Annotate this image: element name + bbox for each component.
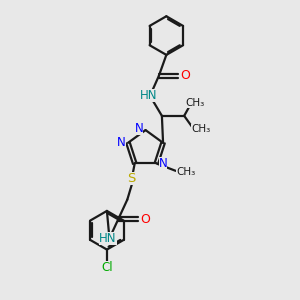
Text: S: S bbox=[128, 172, 136, 185]
Text: Cl: Cl bbox=[101, 262, 113, 275]
Text: CH₃: CH₃ bbox=[186, 98, 205, 108]
Text: N: N bbox=[117, 136, 126, 149]
Text: HN: HN bbox=[140, 89, 157, 102]
Text: CH₃: CH₃ bbox=[191, 124, 210, 134]
Text: O: O bbox=[140, 212, 150, 226]
Text: O: O bbox=[181, 69, 190, 82]
Text: HN: HN bbox=[99, 232, 117, 245]
Text: CH₃: CH₃ bbox=[176, 167, 196, 177]
Text: N: N bbox=[135, 122, 143, 135]
Text: N: N bbox=[158, 157, 167, 170]
